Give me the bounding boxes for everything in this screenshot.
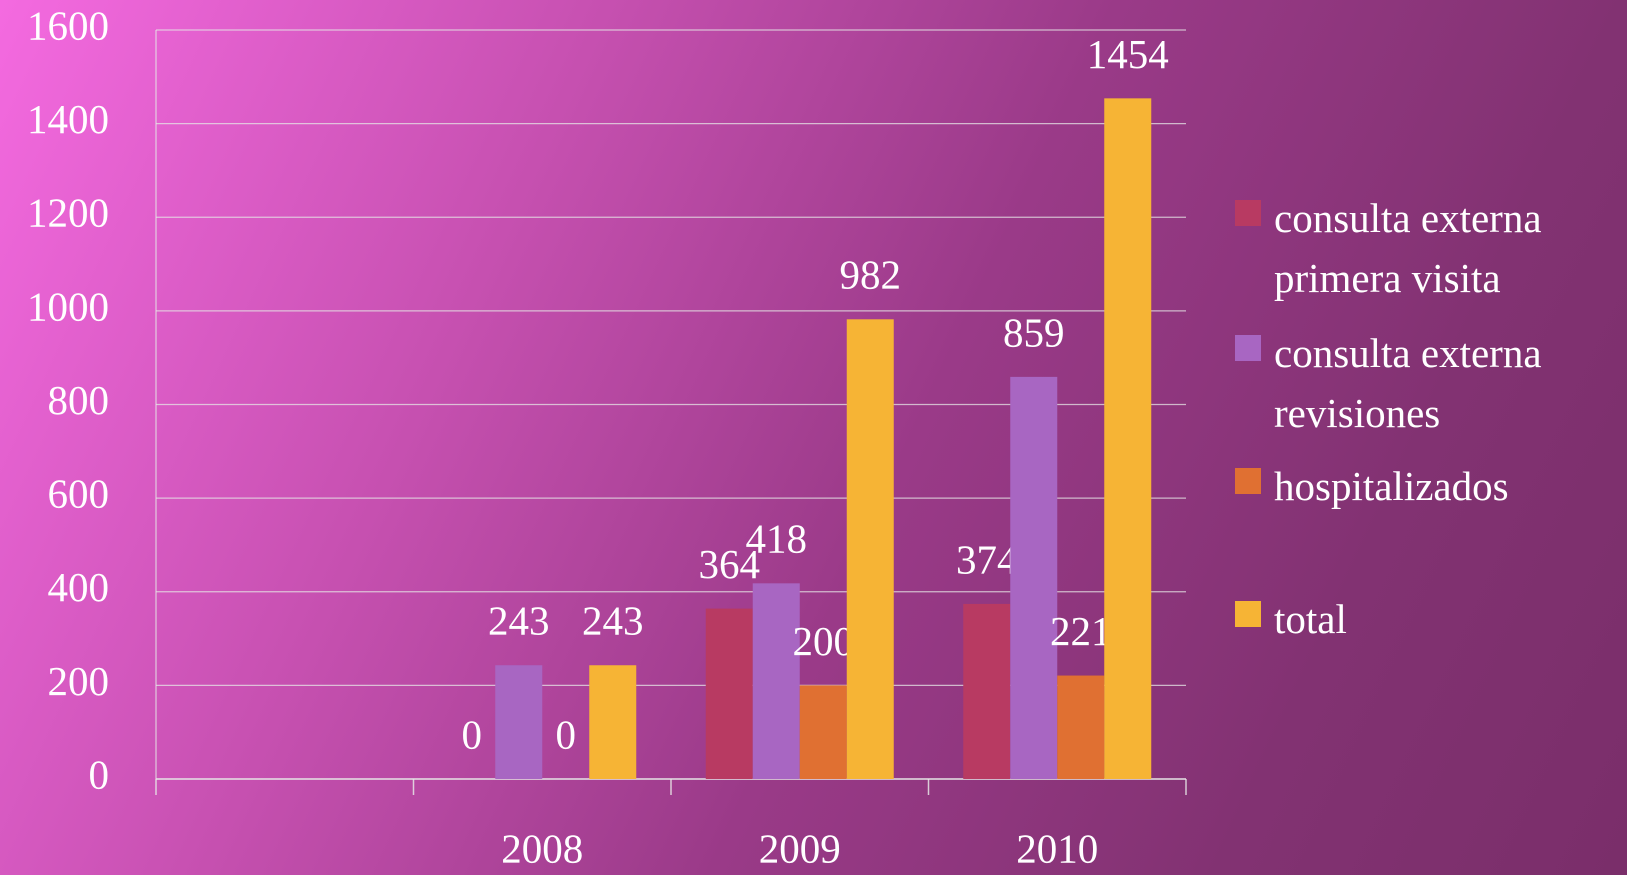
- bar: [705, 608, 753, 779]
- y-tick-label: 200: [48, 658, 110, 704]
- data-label: 221: [1050, 608, 1112, 654]
- bar: [846, 319, 894, 779]
- y-tick-label: 0: [89, 751, 110, 797]
- bar: [752, 583, 800, 779]
- data-label: 0: [462, 711, 483, 757]
- y-tick-label: 800: [48, 377, 110, 423]
- legend-label: consulta externa primera visita: [1274, 195, 1542, 301]
- data-label: 418: [746, 516, 808, 562]
- x-tick-label: 2008: [501, 825, 583, 871]
- data-label: 374: [956, 536, 1018, 582]
- bar: [589, 665, 637, 779]
- legend-item: total: [1235, 589, 1625, 649]
- y-tick-label: 600: [48, 471, 110, 517]
- legend-label: total: [1274, 596, 1347, 642]
- legend-swatch: [1235, 601, 1261, 627]
- bar: [1104, 98, 1152, 779]
- x-tick-label: 2009: [759, 825, 841, 871]
- legend-swatch: [1235, 468, 1261, 494]
- data-label: 364: [699, 541, 761, 587]
- bar: [1010, 376, 1058, 779]
- bar: [1057, 675, 1105, 779]
- y-tick-label: 1000: [27, 283, 109, 329]
- legend-label: hospitalizados: [1274, 463, 1509, 509]
- bar: [963, 603, 1011, 779]
- bar: [799, 685, 847, 779]
- data-label: 243: [582, 598, 644, 644]
- legend-item: consulta externa revisiones: [1235, 323, 1625, 443]
- y-tick-label: 1400: [27, 96, 109, 142]
- data-label: 243: [488, 598, 550, 644]
- data-label: 0: [556, 711, 577, 757]
- legend-item: consulta externa primera visita: [1235, 188, 1625, 308]
- data-label: 982: [840, 252, 902, 298]
- legend-label: consulta externa revisiones: [1274, 330, 1542, 436]
- data-label: 200: [793, 618, 855, 664]
- bar: [495, 665, 543, 779]
- y-tick-label: 1200: [27, 190, 109, 236]
- x-tick-label: 2010: [1016, 825, 1098, 871]
- y-tick-label: 1600: [27, 2, 109, 48]
- y-tick-label: 400: [48, 564, 110, 610]
- legend-item: hospitalizados: [1235, 456, 1625, 516]
- legend-swatch: [1235, 200, 1261, 226]
- data-label: 859: [1003, 309, 1065, 355]
- data-label: 1454: [1087, 31, 1169, 77]
- legend-swatch: [1235, 335, 1261, 361]
